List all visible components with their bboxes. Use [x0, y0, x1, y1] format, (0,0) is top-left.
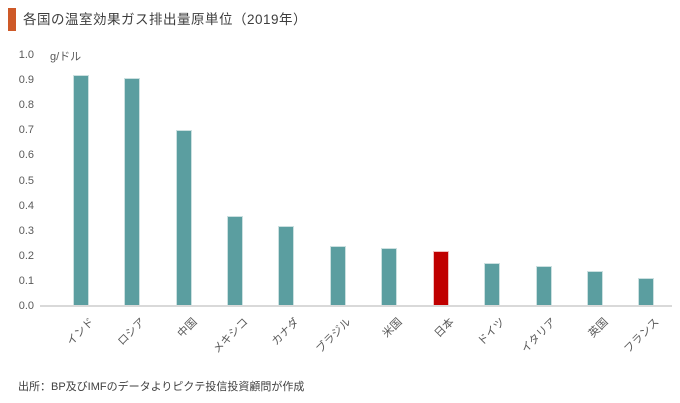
bar-米国	[381, 248, 398, 306]
bar-中国	[175, 130, 192, 306]
bar-slot	[261, 0, 312, 306]
x-axis-category-label: 英国	[586, 316, 611, 341]
bar-メキシコ	[226, 215, 243, 306]
x-axis-category-label: ロシア	[115, 316, 148, 348]
bar-slot	[364, 0, 415, 306]
bars-container	[55, 0, 672, 306]
bar-イタリア	[535, 265, 552, 306]
x-axis-category-label: イタリア	[519, 316, 560, 356]
bar-slot	[621, 0, 672, 306]
bar-英国	[586, 270, 603, 306]
bar-ブラジル	[329, 245, 346, 306]
x-axis-category-label: メキシコ	[210, 316, 251, 356]
bar-ドイツ	[484, 263, 501, 306]
y-tick-label: 1.0	[18, 49, 34, 61]
title-row: 各国の温室効果ガス排出量原単位（2019年）	[8, 8, 307, 31]
bar-slot	[466, 0, 517, 306]
bar-slot	[158, 0, 209, 306]
y-tick-label: 0.0	[18, 300, 34, 312]
x-axis-category-label: カナダ	[270, 316, 302, 348]
y-tick-label: 0.3	[18, 224, 34, 237]
y-tick-label: 0.9	[18, 74, 34, 87]
y-tick-label: 0.8	[18, 99, 34, 112]
title-accent-bar	[8, 8, 16, 31]
bar-slot	[518, 0, 569, 306]
x-axis-line	[40, 305, 672, 307]
bar-slot	[312, 0, 363, 306]
bar-slot	[55, 0, 106, 306]
chart-title: 各国の温室効果ガス排出量原単位（2019年）	[23, 12, 308, 27]
x-axis-category-label: フランス	[622, 316, 662, 356]
bar-インド	[72, 75, 89, 306]
y-tick-label: 0.7	[18, 124, 34, 137]
y-tick-label: 0.6	[18, 149, 34, 162]
x-axis-category-label: ブラジル	[313, 316, 354, 356]
bar-日本	[432, 250, 449, 306]
x-axis-category-label: 中国	[175, 316, 200, 341]
y-tick-label: 0.2	[18, 249, 34, 262]
x-axis-category-label: 米国	[380, 316, 405, 341]
x-axis-category-label: 日本	[432, 316, 457, 341]
y-axis-unit-label: g/ドル	[50, 51, 82, 63]
y-tick-label: 0.4	[18, 199, 34, 212]
bar-slot	[209, 0, 260, 306]
bar-ロシア	[124, 77, 141, 306]
bar-slot	[569, 0, 620, 306]
x-axis-category-label: インド	[64, 316, 97, 348]
bar-カナダ	[278, 225, 295, 306]
bar-フランス	[638, 278, 655, 306]
y-tick-label: 0.1	[18, 274, 34, 287]
source-note: 出所：BP及びIMFのデータよりピクテ投信投資顧問が作成	[18, 381, 305, 393]
bar-slot	[415, 0, 466, 306]
y-tick-label: 0.5	[18, 174, 34, 187]
x-axis-category-label: ドイツ	[475, 316, 508, 348]
bar-slot	[106, 0, 157, 306]
